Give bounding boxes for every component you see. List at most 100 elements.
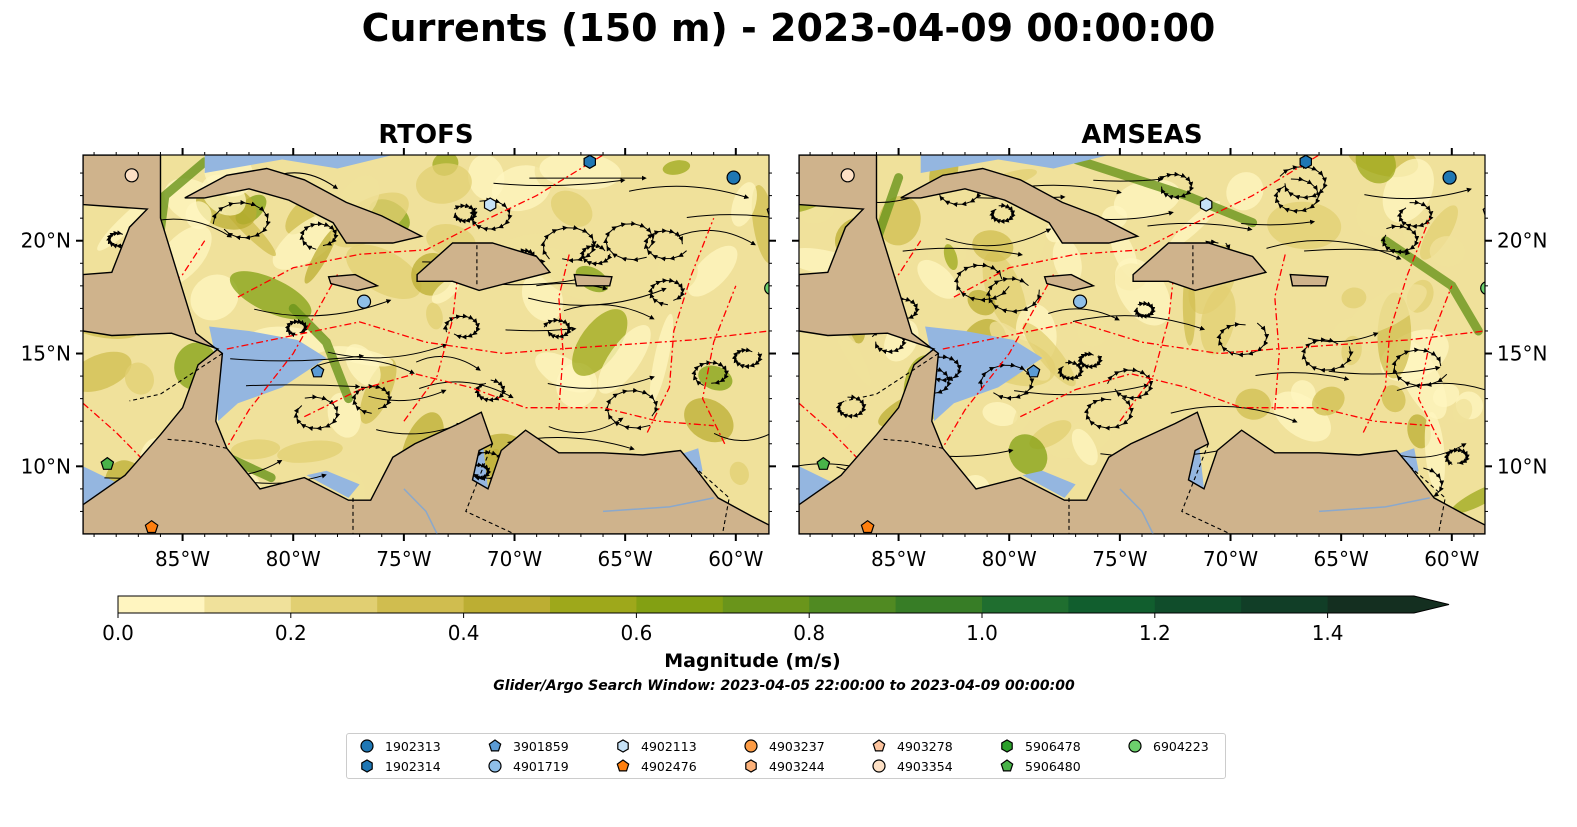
legend-item-4903237: 4903237 xyxy=(743,736,825,756)
colorbar-segment xyxy=(722,596,810,613)
float-5906480 xyxy=(816,456,831,470)
colorbar-tick-label: 0.2 xyxy=(275,621,307,645)
float-6904223 xyxy=(1480,281,1485,295)
legend-item-6904223: 6904223 xyxy=(1127,736,1209,756)
legend-label: 4902113 xyxy=(641,738,697,754)
legend-item-5906478: 5906478 xyxy=(999,736,1081,756)
colorbar-segment xyxy=(377,596,465,613)
float-4901719 xyxy=(1072,294,1088,309)
legend-item-4902476: 4902476 xyxy=(615,756,697,776)
legend-marker-icon xyxy=(361,759,373,773)
shallow-water xyxy=(209,326,327,422)
land xyxy=(1043,273,1096,292)
legend-marker-icon xyxy=(488,759,502,773)
colorbar-segment xyxy=(1327,596,1415,613)
land xyxy=(184,167,424,244)
lon-tick-label: 80°W xyxy=(266,547,321,571)
map-panel-rtofs[interactable]: 85°W 80°W 75°W 70°W 65°W 60°W 20°N 15°N 10°N xyxy=(21,134,795,576)
float-1902314 xyxy=(1299,155,1313,169)
legend-label: 3901859 xyxy=(513,738,569,754)
colorbar-label: Magnitude (m/s) xyxy=(664,650,841,672)
legend-label: 4903244 xyxy=(769,758,825,774)
search-window-note: Glider/Argo Search Window: 2023-04-05 22… xyxy=(493,678,1075,694)
float-4901719 xyxy=(356,294,372,309)
legend-marker-icon xyxy=(617,739,629,753)
legend-item-1902313: 1902313 xyxy=(359,736,441,756)
colorbar-segment xyxy=(982,596,1069,613)
lon-tick-label: 60°W xyxy=(1424,547,1479,571)
colorbar-extend xyxy=(1414,596,1449,613)
legend-label: 4901719 xyxy=(513,758,569,774)
float-4903354 xyxy=(124,168,139,183)
lat-tick-label: 15°N xyxy=(21,342,71,366)
float-legend: 1902313 1902314 3901859 4901719 4902113 49024… xyxy=(346,733,1226,779)
colorbar-tick-label: 1.2 xyxy=(1139,621,1171,645)
colorbar-segment xyxy=(1154,596,1242,613)
colorbar-tick-label: 0.6 xyxy=(620,621,652,645)
land xyxy=(1289,273,1329,287)
colorbar-segment xyxy=(1068,596,1156,613)
panel-title-amseas: AMSEAS xyxy=(1081,120,1203,150)
shallow-water xyxy=(204,155,393,173)
shallow-water xyxy=(1168,423,1204,489)
legend-marker-icon xyxy=(1001,739,1013,753)
legend-item-4902113: 4902113 xyxy=(615,736,697,756)
colorbar-segment xyxy=(636,596,724,613)
lon-tick-label: 75°W xyxy=(376,547,431,571)
legend-marker-icon xyxy=(360,739,374,753)
legend-marker-icon xyxy=(488,739,502,752)
land xyxy=(1132,242,1268,292)
legend-item-5906480: 5906480 xyxy=(999,756,1081,776)
legend-marker-icon xyxy=(1128,739,1142,753)
legend-item-4903278: 4903278 xyxy=(871,736,953,756)
legend-marker-icon xyxy=(872,759,886,773)
lat-tick-label: 20°N xyxy=(21,229,71,253)
lat-tick-label: 20°N xyxy=(1497,229,1547,253)
float-4902476 xyxy=(860,519,875,534)
legend-label: 1902313 xyxy=(385,738,441,754)
legend-label: 1902314 xyxy=(385,758,441,774)
float-6904223 xyxy=(764,281,769,295)
colorbar: 0.0 0.2 0.4 0.6 0.8 1.0 1.2 1.4 xyxy=(102,595,1450,645)
legend-marker-icon xyxy=(1000,759,1014,772)
legend-label: 5906480 xyxy=(1025,758,1081,774)
legend-label: 4903237 xyxy=(769,738,825,754)
lon-tick-label: 75°W xyxy=(1092,547,1147,571)
land xyxy=(416,242,552,292)
land xyxy=(799,155,1485,534)
land xyxy=(900,167,1140,244)
lat-tick-label: 10°N xyxy=(1497,454,1547,478)
shallow-water xyxy=(1022,470,1076,498)
colorbar-segment xyxy=(204,596,292,613)
legend-label: 4903354 xyxy=(897,758,953,774)
lat-tick-label: 10°N xyxy=(21,454,71,478)
float-4902113 xyxy=(1199,197,1213,212)
legend-marker-icon xyxy=(745,759,757,773)
shallow-water xyxy=(306,470,360,498)
map-panel-amseas[interactable]: 85°W 80°W 75°W 70°W 65°W 60°W 20°N 15°N 10°N xyxy=(779,132,1547,576)
legend-marker-icon xyxy=(616,759,630,772)
legend-item-3901859: 3901859 xyxy=(487,736,569,756)
land xyxy=(83,155,769,534)
colorbar-segment xyxy=(290,596,378,613)
panel-title-rtofs: RTOFS xyxy=(378,120,474,150)
colorbar-segment xyxy=(809,596,897,613)
float-1902314 xyxy=(583,155,597,169)
float-3901859 xyxy=(1026,364,1041,378)
lat-tick-label: 15°N xyxy=(1497,342,1547,366)
legend-label: 6904223 xyxy=(1153,738,1209,754)
legend-label: 4902476 xyxy=(641,758,697,774)
float-4902113 xyxy=(483,197,497,212)
colorbar-segment xyxy=(1241,596,1329,613)
land xyxy=(327,273,380,292)
legend-marker-icon xyxy=(744,739,758,753)
float-1902313 xyxy=(1442,170,1457,185)
shallow-water xyxy=(920,155,1109,173)
legend-item-1902314: 1902314 xyxy=(359,756,441,776)
legend-item-4903354: 4903354 xyxy=(871,756,953,776)
float-5906480 xyxy=(100,456,115,470)
figure-title: Currents (150 m) - 2023-04-09 00:00:00 xyxy=(361,6,1216,50)
land xyxy=(573,273,613,287)
lon-tick-label: 70°W xyxy=(487,547,542,571)
